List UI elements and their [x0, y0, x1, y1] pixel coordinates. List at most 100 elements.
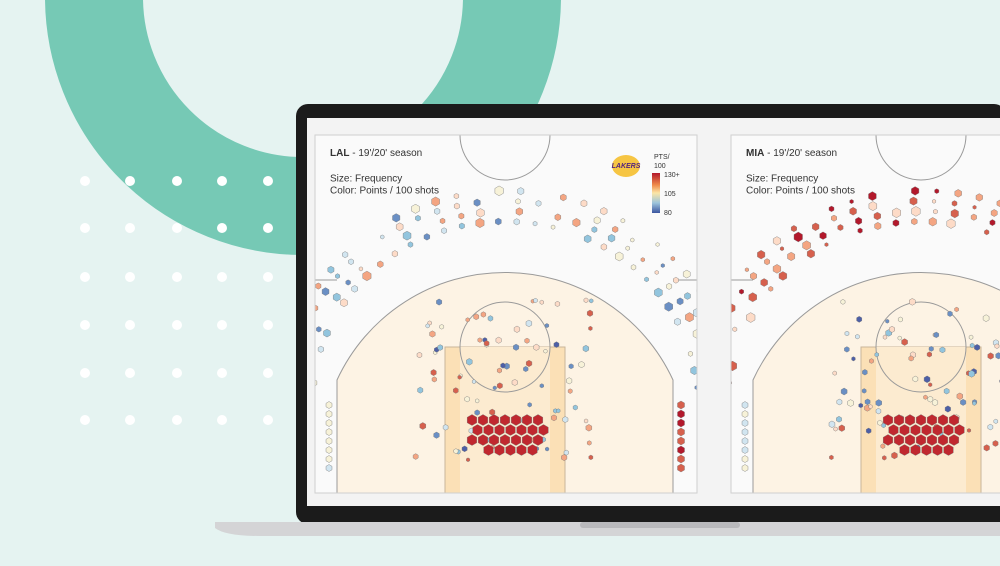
hex: [327, 265, 335, 274]
size-note: Size: Frequency: [746, 174, 818, 185]
hex: [511, 434, 521, 446]
dot: [80, 272, 90, 282]
dot: [217, 415, 227, 425]
hex: [407, 241, 414, 248]
hex: [553, 341, 560, 348]
hex: [832, 370, 837, 376]
hex: [802, 240, 811, 251]
hex: [425, 323, 430, 329]
hex: [513, 218, 520, 226]
hex: [464, 396, 470, 403]
hex: [593, 216, 601, 225]
hex: [430, 369, 437, 376]
hex: [495, 217, 502, 226]
hex: [568, 363, 574, 370]
hex: [431, 196, 440, 207]
hex: [325, 428, 333, 436]
hex: [741, 410, 749, 418]
hex: [741, 419, 749, 427]
size-note: Size: Frequency: [330, 174, 402, 185]
hex: [909, 298, 916, 306]
hex: [877, 419, 883, 426]
hex: [812, 222, 820, 231]
panel-border: [314, 134, 698, 494]
hex: [587, 440, 592, 446]
hex: [500, 414, 510, 426]
hex: [741, 455, 749, 463]
hex: [523, 366, 529, 372]
hex: [773, 236, 781, 246]
hex: [588, 325, 593, 331]
laptop-notch: [580, 522, 740, 528]
hex: [891, 451, 898, 460]
hex: [673, 276, 679, 284]
hex: [654, 270, 659, 275]
hex: [325, 464, 333, 472]
hex: [899, 444, 910, 456]
hex: [489, 434, 499, 446]
hex: [511, 414, 521, 426]
hex: [600, 243, 607, 251]
hex: [916, 414, 926, 426]
hex: [600, 207, 608, 216]
hex: [625, 245, 630, 251]
hex: [947, 310, 953, 317]
hex: [439, 217, 446, 225]
hex: [987, 352, 994, 360]
hex: [535, 200, 542, 207]
hex: [916, 434, 926, 446]
hex: [875, 408, 882, 415]
hex: [487, 315, 494, 322]
hex: [566, 377, 573, 385]
hex: [898, 316, 903, 323]
hex: [882, 455, 887, 461]
hex: [731, 360, 737, 372]
colorbar: [652, 173, 660, 213]
legend-tick: 80: [664, 210, 672, 217]
hex: [874, 352, 879, 358]
hex: [909, 196, 918, 206]
hex: [880, 443, 886, 449]
legend-tick: 105: [664, 191, 676, 198]
hex: [583, 297, 589, 304]
hex: [677, 463, 685, 473]
hex: [926, 351, 932, 358]
hex: [467, 414, 477, 426]
hex: [527, 424, 538, 436]
hex: [969, 342, 975, 349]
hex: [476, 208, 485, 218]
three-line: [752, 271, 1000, 493]
hex: [690, 366, 697, 375]
hex: [588, 454, 594, 461]
hex: [968, 370, 975, 378]
hex: [526, 359, 533, 367]
hex: [676, 297, 684, 306]
hex: [741, 437, 749, 445]
hex: [323, 328, 331, 338]
hex: [911, 186, 920, 196]
hex: [828, 205, 835, 212]
season: - 19'/20' season: [349, 148, 422, 159]
hex: [429, 330, 436, 338]
hex: [563, 449, 569, 456]
hex: [757, 250, 766, 260]
hex: [441, 227, 447, 234]
hex: [584, 234, 592, 244]
hex: [993, 418, 998, 424]
hex: [585, 424, 592, 432]
hex: [983, 444, 990, 452]
hex: [348, 258, 354, 265]
hex: [793, 231, 803, 243]
hex: [933, 208, 938, 215]
hex: [664, 301, 673, 312]
hex: [768, 286, 774, 292]
hex: [630, 237, 635, 243]
dot: [263, 223, 273, 233]
team: LAL: [330, 148, 349, 159]
dot: [263, 415, 273, 425]
hex: [851, 356, 856, 362]
hex: [760, 278, 768, 287]
hex: [927, 395, 934, 403]
hex: [857, 227, 863, 234]
hex: [928, 346, 934, 352]
